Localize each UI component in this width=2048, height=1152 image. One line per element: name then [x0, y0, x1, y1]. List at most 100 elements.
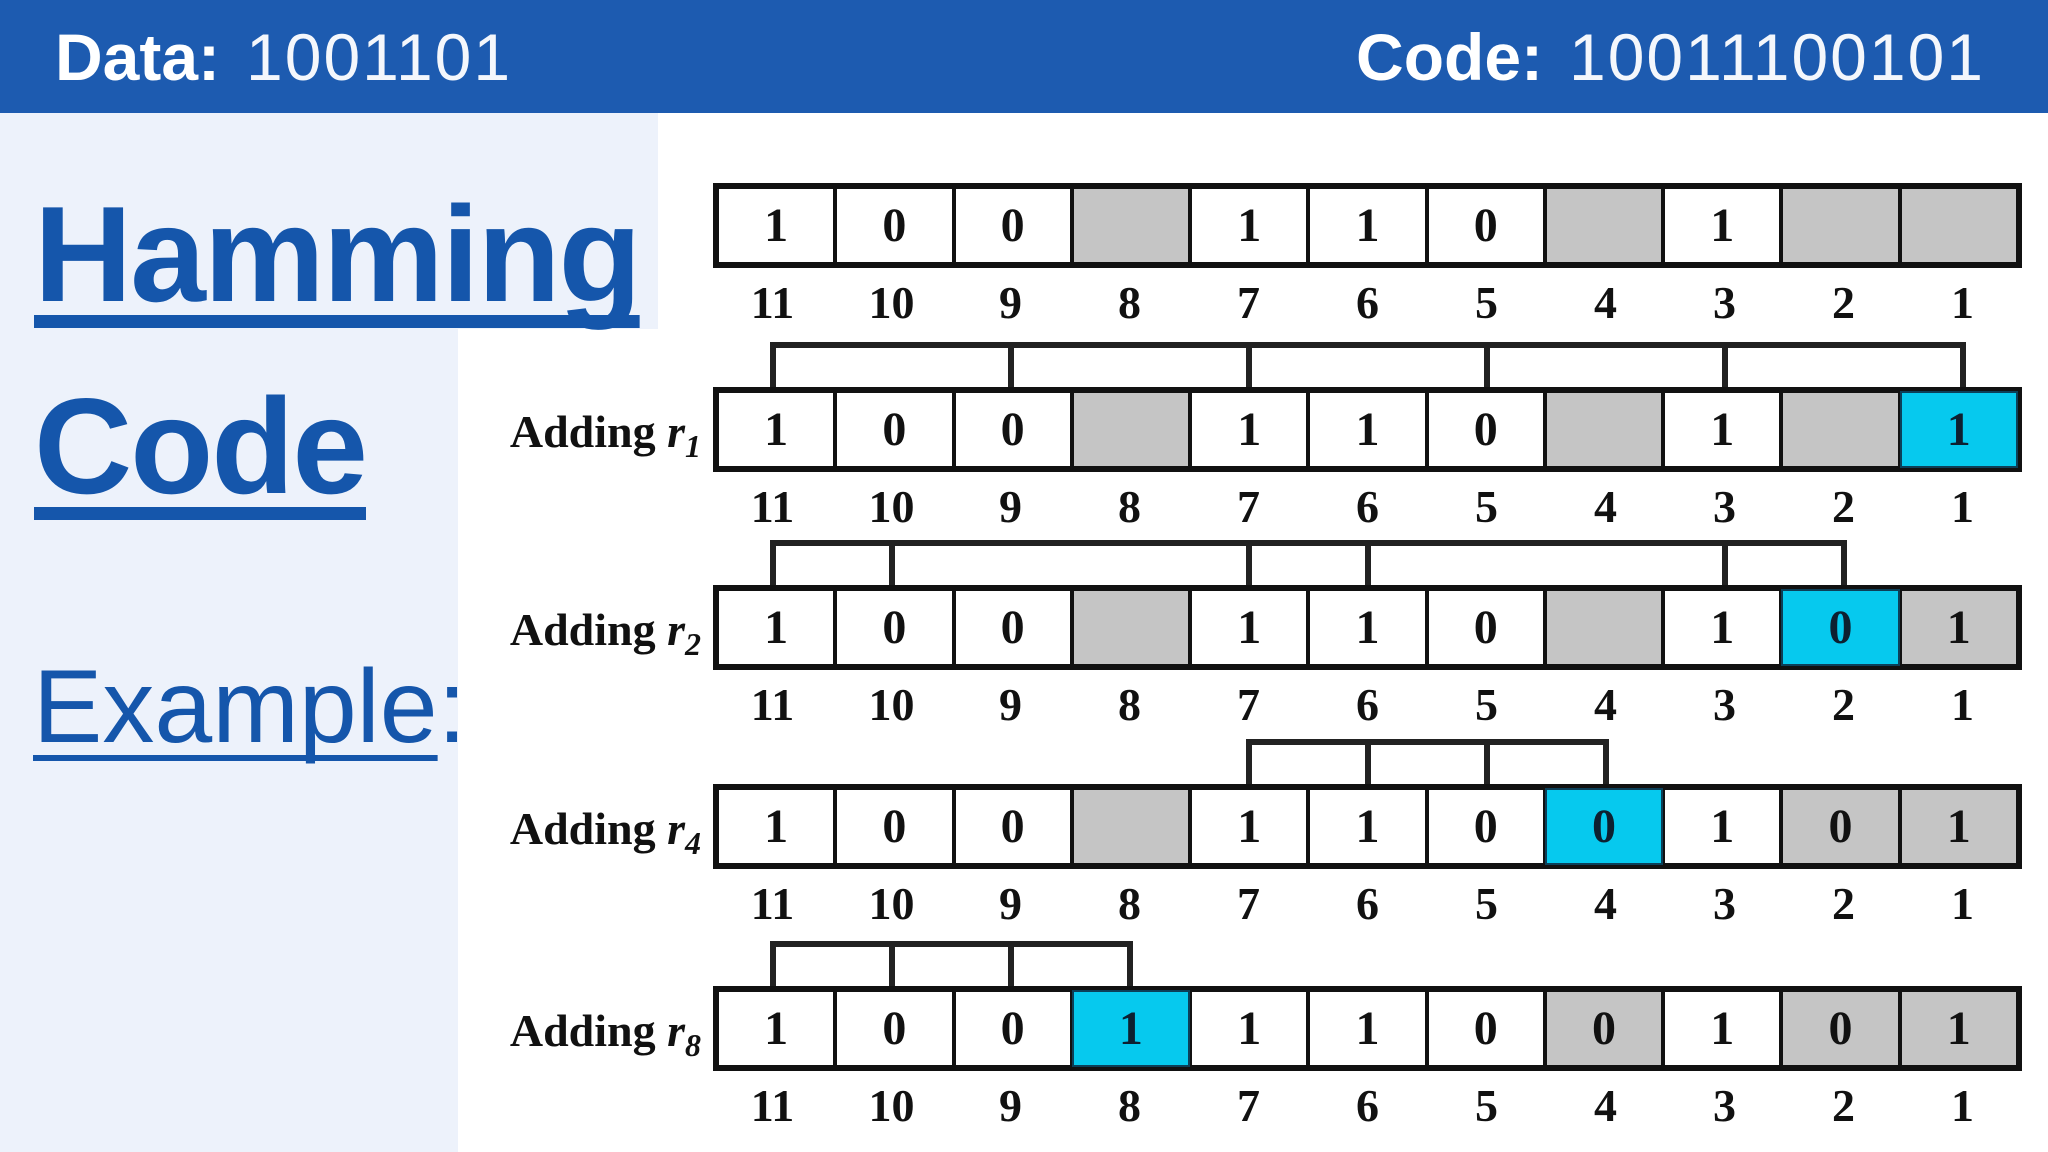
- bit-cell: 1: [1663, 187, 1782, 264]
- hamming-row-2: Adding r1 1 0 0 1 1 0 1 1 11 10 9 8 7 6 5 4 3 2 1: [510, 342, 2022, 533]
- position-number: 7: [1237, 679, 1260, 730]
- bracket-vertical-line: [1484, 739, 1490, 784]
- bit-cell: [1071, 589, 1191, 666]
- code-label: Code:: [1356, 19, 1544, 94]
- example-colon: :: [437, 649, 467, 765]
- position-number-row: 11 10 9 8 7 6 5 4 3 2 1: [713, 678, 2022, 731]
- row-label: Adding r2: [451, 603, 701, 663]
- bit-cell-value: 0: [1000, 199, 1025, 252]
- bit-cell-value: 1: [764, 601, 789, 654]
- bit-cell: 0: [1781, 788, 1900, 865]
- bit-cell-value: 1: [1710, 403, 1735, 456]
- parity-bit-symbol: r: [667, 803, 685, 854]
- bit-cell: 0: [1781, 589, 1900, 666]
- position-number: 5: [1475, 481, 1498, 532]
- position-number: 11: [750, 481, 795, 532]
- bit-cell: 0: [953, 391, 1072, 468]
- bracket-vertical-line: [1841, 540, 1847, 585]
- bit-cell: 1: [1663, 391, 1782, 468]
- code-field: Code: 10011100101: [1356, 19, 1985, 95]
- bit-cell-value: 1: [764, 800, 789, 853]
- position-number: 9: [999, 878, 1022, 929]
- example-heading: Example:: [33, 648, 467, 767]
- bit-cell-value: 0: [882, 199, 907, 252]
- parity-bit-subscript: 2: [685, 626, 701, 662]
- bit-cell: 1: [1071, 990, 1191, 1067]
- bit-cell: 1: [717, 187, 836, 264]
- row-label-word: Adding: [509, 803, 668, 854]
- parity-bracket: [713, 540, 2022, 585]
- data-field: Data: 1001101: [55, 19, 512, 95]
- bracket-vertical-line: [1246, 342, 1252, 387]
- bracket-vertical-line: [1008, 941, 1014, 986]
- position-number: 2: [1832, 481, 1855, 532]
- hamming-row-3: Adding r2 1 0 0 1 1 0 1 0 1 11 10 9 8 7 6 5 4 3 2 1: [510, 540, 2022, 731]
- bit-cell-value: 0: [1828, 1002, 1853, 1055]
- position-number: 5: [1475, 878, 1498, 929]
- bit-cell: [1071, 788, 1191, 865]
- bit-cell-value: 1: [1237, 800, 1262, 853]
- bit-cell-value: 1: [1355, 601, 1380, 654]
- bracket-horizontal-line: [770, 342, 1966, 348]
- parity-bit-subscript: 1: [685, 428, 701, 464]
- bit-cell-value: 0: [1591, 1002, 1616, 1055]
- bit-cell-value: 0: [1828, 800, 1853, 853]
- bit-cell: 1: [1190, 589, 1309, 666]
- bit-cell: [1899, 187, 2018, 264]
- position-number-row: 11 10 9 8 7 6 5 4 3 2 1: [713, 480, 2022, 533]
- bit-cell-value: 1: [1710, 1002, 1735, 1055]
- bracket-vertical-line: [1246, 540, 1252, 585]
- position-number-row: 11 10 9 8 7 6 5 4 3 2 1: [713, 276, 2022, 329]
- bit-cell-value: 1: [1237, 199, 1262, 252]
- bracket-vertical-line: [1008, 342, 1014, 387]
- bit-cell-value: 0: [1591, 800, 1616, 853]
- bit-cell-value: 1: [1237, 601, 1262, 654]
- bracket-vertical-line: [1960, 342, 1966, 387]
- bracket-vertical-line: [1365, 739, 1371, 784]
- parity-bit-symbol: r: [667, 604, 685, 655]
- bit-cell: 0: [953, 788, 1072, 865]
- position-number: 1: [1951, 878, 1974, 929]
- bit-cell-value: 1: [1710, 199, 1735, 252]
- position-number: 1: [1951, 1080, 1974, 1131]
- bit-cell: 1: [1308, 187, 1427, 264]
- position-number: 7: [1237, 1080, 1260, 1131]
- bit-cell: 1: [717, 990, 836, 1067]
- position-number: 11: [750, 878, 795, 929]
- page-title: Hamming Code: [34, 158, 642, 542]
- bit-cell: 0: [1544, 788, 1664, 865]
- position-number: 3: [1713, 277, 1736, 328]
- bit-cell: 1: [717, 788, 836, 865]
- bit-cell: 0: [835, 788, 954, 865]
- position-number: 1: [1951, 481, 1974, 532]
- position-number: 6: [1356, 679, 1379, 730]
- bit-cell: 0: [1426, 589, 1545, 666]
- position-number: 10: [868, 679, 915, 730]
- bracket-vertical-line: [1365, 540, 1371, 585]
- position-number: 1: [1951, 277, 1974, 328]
- bit-cell-value: 0: [1000, 601, 1025, 654]
- bit-cell-value: 1: [1946, 800, 1971, 853]
- position-number: 9: [999, 679, 1022, 730]
- bit-cell: 1: [1899, 788, 2018, 865]
- row-label: Adding r1: [451, 405, 701, 465]
- bit-cell-value: 1: [1946, 1002, 1971, 1055]
- position-number: 11: [750, 679, 795, 730]
- bit-cell-value: 0: [1000, 1002, 1025, 1055]
- bit-cell-value: 0: [1473, 199, 1498, 252]
- parity-bit-symbol: r: [667, 406, 685, 457]
- bracket-horizontal-line: [770, 941, 1133, 947]
- position-number: 4: [1594, 481, 1617, 532]
- bit-cell: 0: [1426, 187, 1545, 264]
- position-number: 5: [1475, 1080, 1498, 1131]
- parity-bit-subscript: 8: [685, 1027, 701, 1063]
- bracket-horizontal-line: [770, 540, 1847, 546]
- bit-cell: 1: [1663, 589, 1782, 666]
- position-number: 8: [1118, 1080, 1141, 1131]
- parity-bit-symbol: r: [667, 1005, 685, 1056]
- bit-cell-value: 1: [1946, 403, 1971, 456]
- bracket-vertical-line: [770, 941, 776, 986]
- bracket-vertical-line: [1246, 739, 1252, 784]
- bit-cell: 0: [835, 391, 954, 468]
- bit-cell: 1: [1308, 788, 1427, 865]
